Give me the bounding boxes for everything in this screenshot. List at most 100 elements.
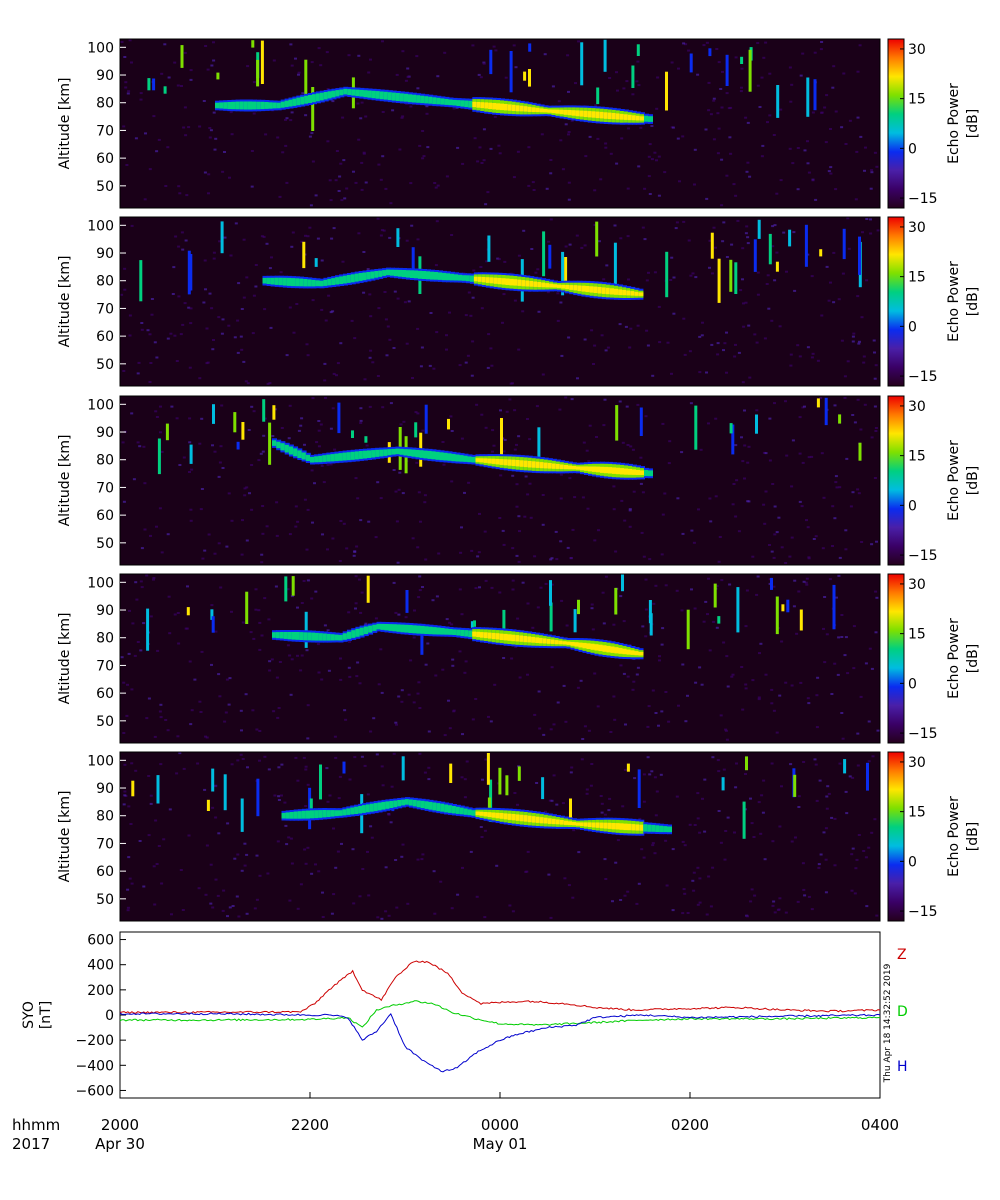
colorbar: [888, 217, 904, 386]
echo-core: [539, 637, 544, 644]
echo-panel-1: 50 60 70 80 90 100 Altitude [km] 30 15 0 −15 Echo P…: [57, 38, 981, 209]
echo-core: [503, 633, 509, 641]
echo-core: [597, 287, 603, 294]
echo-mark: [292, 98, 298, 106]
echo-core: [496, 103, 501, 110]
colorbar-tick-label: 0: [908, 498, 917, 514]
echo-core: [576, 466, 581, 470]
echo-mark: [422, 271, 427, 279]
echo-mark: [460, 629, 466, 637]
echo-mark: [428, 626, 434, 635]
echo-mark: [393, 800, 399, 808]
mag-y-tick-label: −400: [76, 1058, 114, 1074]
streak-layer: [146, 574, 836, 655]
echo-mark: [383, 449, 389, 456]
colorbar-label-line2: [dB]: [965, 466, 981, 495]
echo-core: [569, 285, 575, 290]
y-axis-label: Altitude [km]: [57, 256, 73, 348]
echo-mark: [278, 277, 284, 286]
echo-core: [586, 643, 592, 649]
echo-mark: [338, 453, 344, 461]
echo-core: [630, 650, 636, 655]
echo-mark: [450, 273, 455, 281]
echo-mark: [432, 627, 438, 635]
echo-core: [583, 822, 589, 827]
echo-mark: [387, 92, 393, 101]
echo-core: [582, 642, 588, 649]
echo-core: [628, 468, 633, 475]
echo-mark: [270, 277, 276, 285]
colorbar-tick-label: 0: [908, 141, 917, 157]
echo-mark: [443, 452, 449, 461]
y-tick-label: 70: [96, 301, 114, 317]
echo-core: [487, 812, 493, 818]
echo-mark: [339, 276, 345, 284]
series-line-d: [119, 1000, 881, 1028]
echo-core: [480, 102, 486, 109]
echo-core: [603, 822, 609, 829]
echo-mark: [303, 632, 309, 641]
echo-core: [590, 643, 596, 650]
echo-mark: [346, 808, 352, 815]
echo-core: [476, 102, 482, 108]
echo-core: [612, 467, 617, 474]
echo-core: [475, 458, 481, 462]
colorbar-tick-label: 30: [908, 399, 926, 415]
echo-mark: [322, 810, 328, 818]
echo-mark: [355, 628, 361, 637]
echo-core: [519, 460, 525, 467]
echo-mark: [380, 623, 386, 630]
echo-core: [611, 113, 617, 120]
echo-core: [623, 823, 629, 831]
y-tick-label: 80: [96, 96, 114, 112]
echo-core: [543, 462, 549, 469]
echo-core: [519, 635, 525, 642]
echo-mark: [418, 270, 423, 279]
echo-mark: [371, 90, 377, 99]
echo-core: [636, 469, 641, 475]
echo-mark: [396, 624, 402, 632]
echo-mark: [464, 100, 470, 108]
echo-mark: [318, 455, 324, 463]
echo-core: [579, 110, 585, 117]
echo-core: [545, 283, 551, 288]
echo-mark: [384, 624, 390, 631]
echo-core: [531, 461, 537, 468]
echo-core: [605, 287, 611, 295]
echo-core: [537, 282, 543, 288]
echo-mark: [266, 277, 272, 284]
echo-core: [624, 468, 629, 475]
echo-mark: [362, 272, 368, 281]
echo-mark: [297, 450, 303, 458]
echo-core: [572, 466, 577, 470]
echo-mark: [463, 455, 469, 462]
echo-core: [620, 468, 625, 475]
echo-core: [473, 276, 479, 282]
echo-mark: [460, 100, 466, 107]
echo-mark: [326, 633, 332, 641]
y-axis-label: Altitude [km]: [57, 791, 73, 883]
echo-mark: [359, 89, 365, 97]
echo-core: [619, 113, 625, 120]
echo-mark: [383, 91, 389, 100]
echo-mark: [323, 279, 329, 286]
echo-core: [561, 284, 567, 289]
echo-mark: [297, 811, 303, 819]
echo-mark: [428, 96, 434, 104]
series-line-h: [119, 1012, 881, 1073]
echo-mark: [370, 271, 376, 279]
panel-background: [120, 217, 880, 386]
echo-mark: [334, 453, 340, 462]
echo-mark: [397, 800, 403, 807]
mag-y-label-line2: [nT]: [38, 1001, 54, 1029]
echo-core: [509, 278, 515, 286]
echo-core: [635, 115, 641, 121]
y-tick-label: 100: [87, 397, 114, 413]
echo-mark: [308, 95, 313, 103]
echo-core: [615, 113, 621, 120]
streak-layer: [139, 219, 862, 303]
echo-core: [484, 102, 490, 109]
echo-core: [639, 116, 645, 121]
echo-core: [585, 286, 591, 293]
y-tick-label: 90: [96, 781, 114, 797]
